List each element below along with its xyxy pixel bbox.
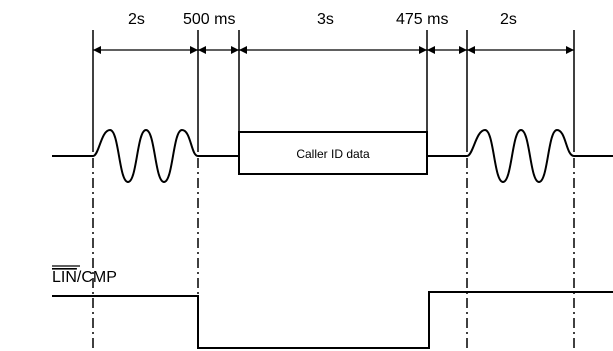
duration-gap1-label: 500 ms [183,11,235,28]
line-signal [52,128,613,184]
lower-guide-lines [92,158,575,351]
duration-ring1-label: 2s [128,11,145,28]
lin-cmp-waveform [52,291,613,349]
arrow-heads [93,46,574,54]
duration-data-label: 3s [317,11,334,28]
lin-overline-text: LIN [52,269,77,286]
ring-burst-2 [466,128,575,184]
caller-id-label: Caller ID data [296,147,370,161]
caller-id-box [238,131,428,175]
cmp-text: /CMP [77,269,117,286]
duration-gap2-label: 475 ms [396,11,448,28]
upper-tick-lines [92,30,575,152]
duration-ring2-label: 2s [500,11,517,28]
lin-cmp-label: LIN/CMP [52,269,117,286]
ring-burst-1 [92,128,199,184]
